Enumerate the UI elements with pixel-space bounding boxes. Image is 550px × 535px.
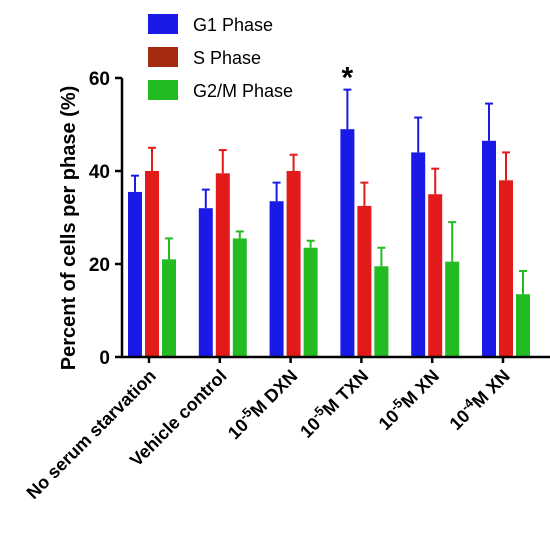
bar-1-0 xyxy=(145,171,159,357)
bar-1-1 xyxy=(215,173,230,357)
x-tick-label-4: 10-5M XN xyxy=(373,364,443,434)
bar-2-4 xyxy=(445,261,460,357)
bar-1-2 xyxy=(286,171,301,357)
x-tick-label-3: 10-5M TXN xyxy=(294,364,372,442)
bar-0-4 xyxy=(411,152,426,357)
legend-swatch-2 xyxy=(148,80,178,100)
bar-0-5 xyxy=(482,140,496,357)
bar-series xyxy=(128,88,530,357)
y-tick-label-0: 0 xyxy=(99,348,110,369)
bar-2-5 xyxy=(516,294,530,357)
significance-marker-0: * xyxy=(342,62,354,95)
bar-1-3 xyxy=(357,205,372,357)
bar-0-2 xyxy=(269,201,284,357)
y-axis: 0 20 40 60 xyxy=(89,69,124,369)
bar-2-0 xyxy=(162,259,176,357)
x-tick-label-0: No serum starvation xyxy=(23,366,160,503)
chart-annotations: * xyxy=(342,62,354,95)
y-tick-label-60: 60 xyxy=(89,69,110,90)
bar-2-3 xyxy=(374,266,389,357)
bar-0-3 xyxy=(340,129,355,357)
chart-legend: G1 Phase S Phase G2/M Phase xyxy=(148,14,293,101)
legend-label-1: S Phase xyxy=(193,48,261,68)
y-tick-label-20: 20 xyxy=(89,255,110,276)
x-tick-label-2: 10-5M DXN xyxy=(222,364,302,444)
x-tick-label-5: 10-4M XN xyxy=(443,364,513,434)
legend-label-0: G1 Phase xyxy=(193,15,273,35)
legend-swatch-1 xyxy=(148,47,178,67)
y-tick-label-40: 40 xyxy=(89,162,110,183)
bar-0-0 xyxy=(128,191,142,357)
y-axis-label: Percent of cells per phase (%) xyxy=(58,86,80,371)
bar-1-5 xyxy=(499,180,513,357)
bar-2-1 xyxy=(232,238,247,357)
legend-label-2: G2/M Phase xyxy=(193,81,293,101)
legend-swatch-0 xyxy=(148,14,178,34)
bar-1-4 xyxy=(428,194,443,357)
bar-2-2 xyxy=(303,247,318,357)
bar-0-1 xyxy=(198,208,213,357)
